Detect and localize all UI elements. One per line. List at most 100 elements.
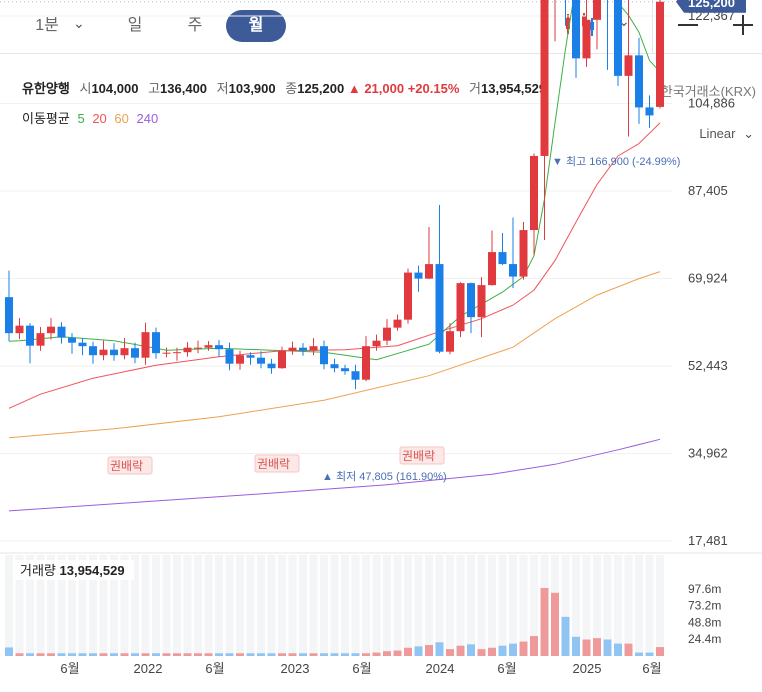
volume-bar bbox=[656, 647, 664, 656]
volume-bar bbox=[152, 653, 160, 656]
volume-bar bbox=[330, 653, 339, 656]
open-value: 104,000 bbox=[91, 81, 139, 96]
volume-bar bbox=[582, 639, 591, 656]
volume-axis-tick: 48.8m bbox=[688, 615, 721, 629]
volume-bar bbox=[110, 653, 118, 656]
candle bbox=[540, 0, 549, 156]
volume-bar bbox=[467, 644, 475, 656]
volume-bar bbox=[246, 653, 255, 656]
volume-track bbox=[204, 555, 213, 656]
volume-track bbox=[99, 555, 108, 656]
tab-month[interactable]: 월 bbox=[226, 10, 286, 42]
plus-icon[interactable] bbox=[733, 15, 753, 35]
candle bbox=[467, 283, 475, 318]
volume-bar bbox=[299, 653, 307, 656]
volume-bar bbox=[519, 641, 528, 656]
volume-bar bbox=[141, 653, 150, 656]
volume-track bbox=[68, 555, 76, 656]
chevron-down-icon[interactable]: ⌄ bbox=[618, 13, 630, 29]
volume-track bbox=[225, 555, 234, 656]
candle bbox=[645, 107, 654, 116]
volume-bar bbox=[624, 643, 633, 656]
candle bbox=[204, 345, 213, 348]
volume-bar bbox=[204, 653, 213, 656]
volume-track bbox=[572, 555, 580, 656]
volume-bar bbox=[89, 653, 97, 656]
volume-bar bbox=[488, 647, 496, 656]
volume-bar bbox=[120, 653, 129, 656]
low-marker: ▲ 최저 47,805 (161.90%) bbox=[322, 470, 447, 483]
volume-track bbox=[456, 555, 465, 656]
volume-label-bg bbox=[14, 560, 134, 580]
volume-axis-tick: 73.2m bbox=[688, 599, 721, 613]
volume-bar bbox=[446, 649, 454, 656]
rights-event-label: 권배락 bbox=[110, 459, 143, 473]
high-label: 고 bbox=[148, 81, 161, 96]
scale-selector[interactable]: Linear ⌄ bbox=[699, 126, 754, 142]
volume-track bbox=[603, 555, 612, 656]
volume-bar bbox=[5, 647, 13, 656]
volume-bar bbox=[57, 653, 66, 656]
volume-track bbox=[582, 555, 591, 656]
stock-name: 유한양행 bbox=[22, 81, 70, 96]
volume-track bbox=[246, 555, 255, 656]
divider bbox=[652, 0, 653, 53]
chevron-down-icon[interactable]: ⌄ bbox=[73, 15, 85, 31]
volume-track bbox=[57, 555, 66, 656]
volume-bar bbox=[572, 636, 580, 656]
volume-bar bbox=[404, 647, 412, 656]
candle bbox=[194, 347, 202, 349]
tab-day[interactable]: 일 bbox=[127, 17, 143, 34]
candle bbox=[246, 355, 255, 358]
rights-badge bbox=[254, 454, 300, 473]
candle bbox=[614, 0, 622, 76]
volume-track bbox=[320, 555, 328, 656]
volume-bar bbox=[267, 653, 276, 656]
ma240-line bbox=[8, 438, 661, 512]
price-axis-tick: 69,924 bbox=[688, 270, 728, 285]
candle bbox=[435, 264, 444, 352]
volume-bar bbox=[603, 639, 612, 656]
volume-bar bbox=[257, 653, 265, 656]
candle bbox=[5, 297, 13, 334]
volume-bar bbox=[309, 653, 318, 656]
minus-icon[interactable] bbox=[678, 24, 698, 26]
volume-bar bbox=[341, 653, 349, 656]
candle bbox=[26, 325, 34, 346]
volume-bar bbox=[509, 643, 517, 656]
candle bbox=[152, 332, 160, 354]
volume-bar bbox=[278, 653, 286, 656]
price-axis-tick: 104,886 bbox=[688, 95, 735, 110]
candle bbox=[162, 352, 171, 354]
volume-bar bbox=[635, 652, 643, 656]
volume-bar bbox=[383, 651, 391, 656]
rights-badge bbox=[107, 456, 153, 475]
candle bbox=[68, 337, 76, 343]
candle bbox=[351, 371, 360, 380]
candle bbox=[456, 283, 465, 332]
candle bbox=[488, 252, 496, 286]
tab-1min[interactable]: 1분 bbox=[35, 17, 59, 34]
candle bbox=[309, 346, 318, 351]
candle bbox=[236, 355, 244, 364]
volume-track bbox=[519, 555, 528, 656]
volume-track bbox=[194, 555, 202, 656]
change-value: ▲ 21,000 bbox=[347, 81, 405, 96]
tab-week[interactable]: 주 bbox=[187, 17, 203, 34]
rights-badge bbox=[399, 446, 445, 465]
time-axis-label: 6월 bbox=[352, 661, 371, 676]
volume-bar bbox=[215, 653, 223, 656]
volume-track bbox=[593, 555, 601, 656]
candle bbox=[446, 331, 454, 352]
volume-track bbox=[36, 555, 45, 656]
time-axis-label: 2023 bbox=[281, 661, 310, 676]
volume-track bbox=[215, 555, 223, 656]
candle bbox=[624, 55, 633, 76]
volume-track bbox=[614, 555, 622, 656]
volume-track bbox=[393, 555, 402, 656]
candle bbox=[656, 1, 664, 107]
volume-track bbox=[624, 555, 633, 656]
volume-track bbox=[656, 555, 664, 656]
moving-average-legend[interactable]: 이동평균 5 20 60 240 bbox=[22, 108, 158, 127]
